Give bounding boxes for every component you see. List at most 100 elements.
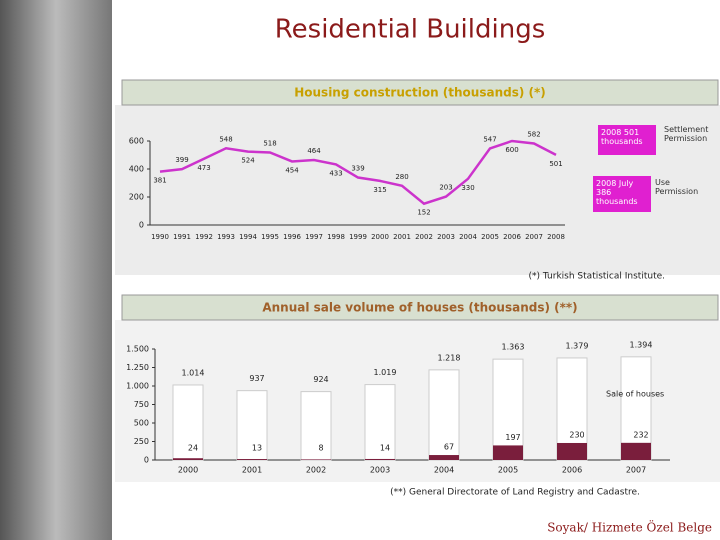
y-tick-label: 750: [134, 400, 149, 409]
annotation-box: 2008 July 386 thousands: [593, 176, 651, 212]
y-tick-label: 1.000: [126, 382, 149, 391]
x-tick-label: 2003: [437, 233, 455, 241]
footer: Soyak/ Hizmete Özel Belge: [547, 519, 712, 535]
x-tick-label: 1997: [305, 233, 323, 241]
slide-title: Residential Buildings: [275, 15, 546, 45]
bar: [493, 445, 523, 460]
x-tick-label: 1993: [217, 233, 235, 241]
y-tick-label: 400: [129, 165, 144, 174]
x-tick-label: 1999: [349, 233, 367, 241]
x-tick-label: 1991: [173, 233, 191, 241]
x-tick-label: 2007: [626, 466, 646, 475]
data-label: 1.218: [438, 353, 461, 362]
data-label: 230: [569, 430, 584, 439]
data-label: 280: [395, 173, 408, 181]
bar: [557, 442, 587, 460]
data-label: 518: [263, 139, 276, 147]
data-label: 1.019: [374, 368, 397, 377]
bar: [173, 458, 203, 460]
data-label: 937: [249, 374, 264, 383]
data-label: 582: [527, 131, 540, 139]
y-tick-label: 250: [134, 437, 149, 446]
data-label: 473: [197, 164, 210, 172]
data-label: 24: [188, 444, 198, 453]
bar: [236, 390, 268, 461]
data-label: 1.379: [566, 341, 589, 350]
x-tick-label: 1995: [261, 233, 279, 241]
data-label: 524: [241, 157, 255, 165]
data-label: 197: [505, 433, 520, 442]
x-tick-label: 2003: [370, 466, 390, 475]
x-tick-label: 2005: [498, 466, 518, 475]
x-tick-label: 1998: [327, 233, 345, 241]
bar: [300, 391, 332, 461]
data-label: 433: [329, 169, 342, 177]
data-label: 203: [439, 184, 452, 192]
source-note: (*) Turkish Statistical Institute.: [529, 272, 665, 282]
data-label: 548: [219, 135, 232, 143]
x-tick-label: 2008: [547, 233, 565, 241]
source-note: (**) General Directorate of Land Registr…: [390, 488, 640, 498]
bar: [172, 384, 204, 461]
data-label: 1.363: [502, 343, 525, 352]
annotation-label: Settlement Permission: [664, 125, 709, 143]
data-label: 8: [318, 444, 323, 453]
data-label: 232: [633, 430, 648, 439]
x-tick-label: 1996: [283, 233, 301, 241]
bar: [428, 369, 460, 461]
panel: [115, 320, 720, 482]
bar: [429, 455, 459, 460]
y-tick-label: 1.500: [126, 345, 149, 354]
bar: [237, 459, 267, 460]
x-tick-label: 2002: [306, 466, 326, 475]
x-tick-label: 2006: [562, 466, 582, 475]
x-tick-label: 2000: [178, 466, 198, 475]
data-label: 399: [175, 156, 188, 164]
y-tick-label: 1.250: [126, 363, 149, 372]
bar: [364, 384, 396, 461]
bar: [365, 458, 395, 460]
data-label: 600: [505, 146, 518, 154]
x-tick-label: 2004: [434, 466, 454, 475]
x-tick-label: 2001: [393, 233, 411, 241]
data-label: 464: [307, 147, 321, 155]
bar: [621, 442, 651, 460]
annotation-label: Use Permission: [655, 178, 699, 196]
data-label: 152: [417, 209, 430, 217]
y-tick-label: 500: [134, 419, 149, 428]
x-tick-label: 2004: [459, 233, 477, 241]
bar: [301, 459, 331, 460]
x-tick-label: 1992: [195, 233, 213, 241]
data-label: 454: [285, 166, 299, 174]
line: [159, 139, 557, 206]
y-tick-label: 200: [129, 193, 144, 202]
x-tick-label: 1990: [151, 233, 169, 241]
data-label: 315: [373, 186, 386, 194]
building-image: [0, 0, 112, 540]
bar: [492, 358, 524, 461]
data-label: 501: [549, 160, 562, 168]
data-label: 1.014: [182, 368, 205, 377]
x-tick-label: 2001: [242, 466, 262, 475]
data-label: 13: [252, 444, 262, 453]
bar: [620, 356, 652, 461]
y-tick-label: 0: [139, 221, 144, 230]
data-label: 339: [351, 165, 364, 173]
data-label: 1.394: [630, 340, 653, 349]
chart-title: Housing construction (thousands) (*): [294, 86, 546, 100]
x-tick-label: 2000: [371, 233, 389, 241]
x-tick-label: 2007: [525, 233, 543, 241]
chart-title: Annual sale volume of houses (thousands)…: [262, 301, 577, 315]
x-tick-label: 2006: [503, 233, 521, 241]
x-tick-label: 1994: [239, 233, 257, 241]
data-label: 547: [483, 135, 496, 143]
legend-label: Sale of houses: [606, 390, 664, 399]
data-label: 67: [444, 443, 454, 452]
y-tick-label: 600: [129, 137, 144, 146]
title-bar: [121, 294, 719, 321]
x-tick-label: 2005: [481, 233, 499, 241]
y-tick-label: 0: [144, 456, 149, 465]
annotation-box: 2008 501 thousands: [598, 125, 656, 155]
